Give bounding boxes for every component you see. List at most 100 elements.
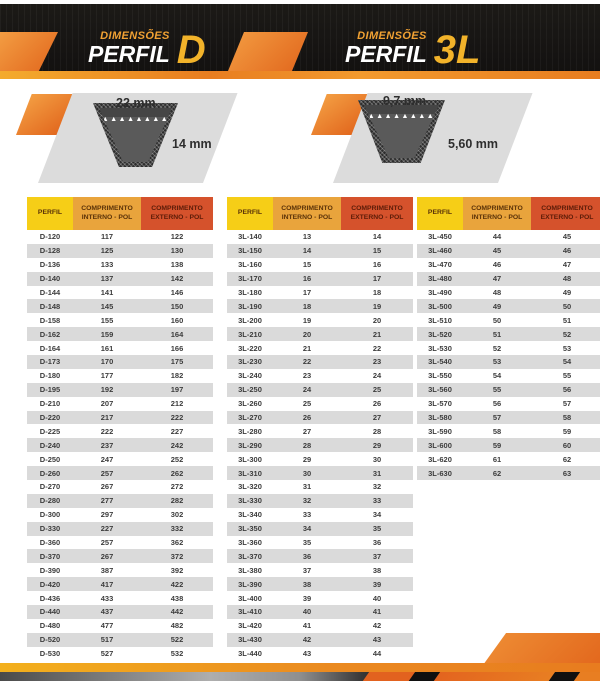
table-cell: 332 bbox=[141, 521, 213, 536]
table-row: 3L-270 26 27 bbox=[227, 410, 413, 425]
footer-stripe bbox=[433, 672, 556, 681]
table-cell: 50 bbox=[531, 299, 600, 314]
table-row: 3L-430 42 43 bbox=[227, 632, 413, 647]
table-cell: D-162 bbox=[27, 327, 73, 342]
dimension-label-height: 5,60 mm bbox=[448, 137, 499, 151]
table-cell: 277 bbox=[73, 493, 141, 508]
table-cell: 16 bbox=[273, 271, 341, 286]
table-cell: D-220 bbox=[27, 410, 73, 425]
table-row: 3L-360 35 36 bbox=[227, 536, 413, 550]
table-cell: 56 bbox=[492, 399, 502, 409]
table-cell: D-280 bbox=[27, 493, 73, 508]
table-cell: 175 bbox=[141, 355, 213, 369]
table-row: D-164 161 166 bbox=[27, 341, 213, 355]
table-cell: 252 bbox=[170, 454, 184, 464]
table-cell: 3L-540 bbox=[417, 355, 463, 369]
table-cell: 137 bbox=[73, 271, 141, 286]
table-cell: D-260 bbox=[27, 466, 73, 481]
table-cell: 28 bbox=[273, 438, 341, 453]
table-cell: 3L-180 bbox=[238, 288, 262, 297]
column-header-interno: COMPRIMENTO INTERNO - POL bbox=[73, 197, 141, 230]
table-cell: 3L-470 bbox=[428, 260, 452, 270]
table-row: 3L-580 57 58 bbox=[417, 410, 600, 425]
table-cell: 3L-570 bbox=[428, 399, 452, 409]
table-cell: 52 bbox=[492, 343, 502, 353]
table-cell: 482 bbox=[170, 621, 184, 631]
table-cell: 54 bbox=[531, 355, 600, 369]
table-cell: 3L-260 bbox=[238, 399, 262, 409]
dimensions-table-3l-part2: PERFIL COMPRIMENTO INTERNO - POL COMPRIM… bbox=[417, 197, 600, 481]
table-cell: 37 bbox=[302, 565, 312, 575]
table-cell: 28 bbox=[372, 426, 382, 436]
table-cell: 3L-600 bbox=[417, 438, 463, 453]
table-cell: 26 bbox=[273, 410, 341, 425]
table-row: 3L-510 50 51 bbox=[417, 313, 600, 327]
table-cell: D-128 bbox=[27, 243, 73, 258]
dimension-label-top-width: 22 mm bbox=[116, 96, 156, 110]
table-cell: D-195 bbox=[27, 382, 73, 397]
table-cell: D-240 bbox=[27, 438, 73, 453]
table-row: D-148 145 150 bbox=[27, 299, 213, 314]
table-cell: 52 bbox=[531, 327, 600, 342]
table-cell: 227 bbox=[73, 521, 141, 536]
kicker-text-d: DIMENSÕES bbox=[100, 30, 170, 42]
table-cell: 22 bbox=[372, 343, 382, 353]
table-row: D-128 125 130 bbox=[27, 243, 213, 258]
table-cell: 3L-590 bbox=[428, 426, 452, 436]
table-cell: 25 bbox=[302, 399, 312, 409]
table-cell: 60 bbox=[531, 438, 600, 453]
table-cell: 3L-480 bbox=[417, 271, 463, 286]
table-row: 3L-140 13 14 bbox=[227, 230, 413, 244]
table-cell: 3L-440 bbox=[238, 649, 262, 659]
table-cell: 242 bbox=[141, 438, 213, 453]
table-cell: 55 bbox=[463, 382, 531, 397]
table-row: 3L-240 23 24 bbox=[227, 369, 413, 383]
table-row: 3L-280 27 28 bbox=[227, 424, 413, 438]
table-row: 3L-160 15 16 bbox=[227, 258, 413, 272]
table-row: D-300 297 302 bbox=[27, 508, 213, 522]
table-row: 3L-190 18 19 bbox=[227, 299, 413, 314]
table-row: 3L-420 41 42 bbox=[227, 619, 413, 633]
table-cell: 3L-400 bbox=[238, 593, 262, 603]
table-cell: 43 bbox=[341, 632, 413, 647]
table-cell: 57 bbox=[562, 399, 572, 409]
table-cell: 58 bbox=[492, 426, 502, 436]
table-cell: 15 bbox=[341, 243, 413, 258]
table-cell: 3L-530 bbox=[428, 343, 452, 353]
table-cell: 42 bbox=[273, 632, 341, 647]
table-cell: D-360 bbox=[39, 538, 61, 548]
table-row: 3L-310 30 31 bbox=[227, 466, 413, 481]
table-cell: 302 bbox=[170, 510, 184, 520]
table-row: 3L-380 37 38 bbox=[227, 563, 413, 577]
table-cell: 15 bbox=[302, 260, 312, 270]
table-row: D-173 170 175 bbox=[27, 355, 213, 369]
table-cell: 527 bbox=[100, 649, 114, 659]
table-cell: 3L-420 bbox=[238, 621, 262, 631]
table-cell: 282 bbox=[141, 493, 213, 508]
table-cell: 217 bbox=[73, 410, 141, 425]
table-cell: 22 bbox=[273, 355, 341, 369]
table-cell: 31 bbox=[302, 482, 312, 492]
cord-pattern-icon: ▲▲▲▲▲▲▲▲ bbox=[101, 116, 170, 123]
table-cell: 3L-380 bbox=[238, 565, 262, 575]
table-cell: D-420 bbox=[27, 577, 73, 592]
header-title-d: PERFIL bbox=[88, 41, 170, 68]
table-row: 3L-150 14 15 bbox=[227, 243, 413, 258]
profile-letter-3l: 3L bbox=[433, 28, 481, 72]
column-header-externo: COMPRIMENTO EXTERNO - POL bbox=[141, 197, 213, 230]
table-cell: 38 bbox=[273, 577, 341, 592]
table-cell: 272 bbox=[170, 482, 184, 492]
table-row: 3L-530 52 53 bbox=[417, 341, 600, 355]
table-cell: 3L-350 bbox=[227, 521, 273, 536]
table-cell: 24 bbox=[273, 382, 341, 397]
perfil-d-header: DIMENSÕES PERFIL D bbox=[88, 30, 206, 70]
table-cell: 372 bbox=[141, 549, 213, 564]
table-cell: 25 bbox=[341, 382, 413, 397]
table-cell: 17 bbox=[341, 271, 413, 286]
table-cell: 32 bbox=[372, 482, 382, 492]
table-row: 3L-500 49 50 bbox=[417, 299, 600, 314]
table-row: D-530 527 532 bbox=[27, 647, 213, 661]
table-row: D-280 277 282 bbox=[27, 493, 213, 508]
table-row: D-370 267 372 bbox=[27, 549, 213, 564]
table-cell: 262 bbox=[141, 466, 213, 481]
